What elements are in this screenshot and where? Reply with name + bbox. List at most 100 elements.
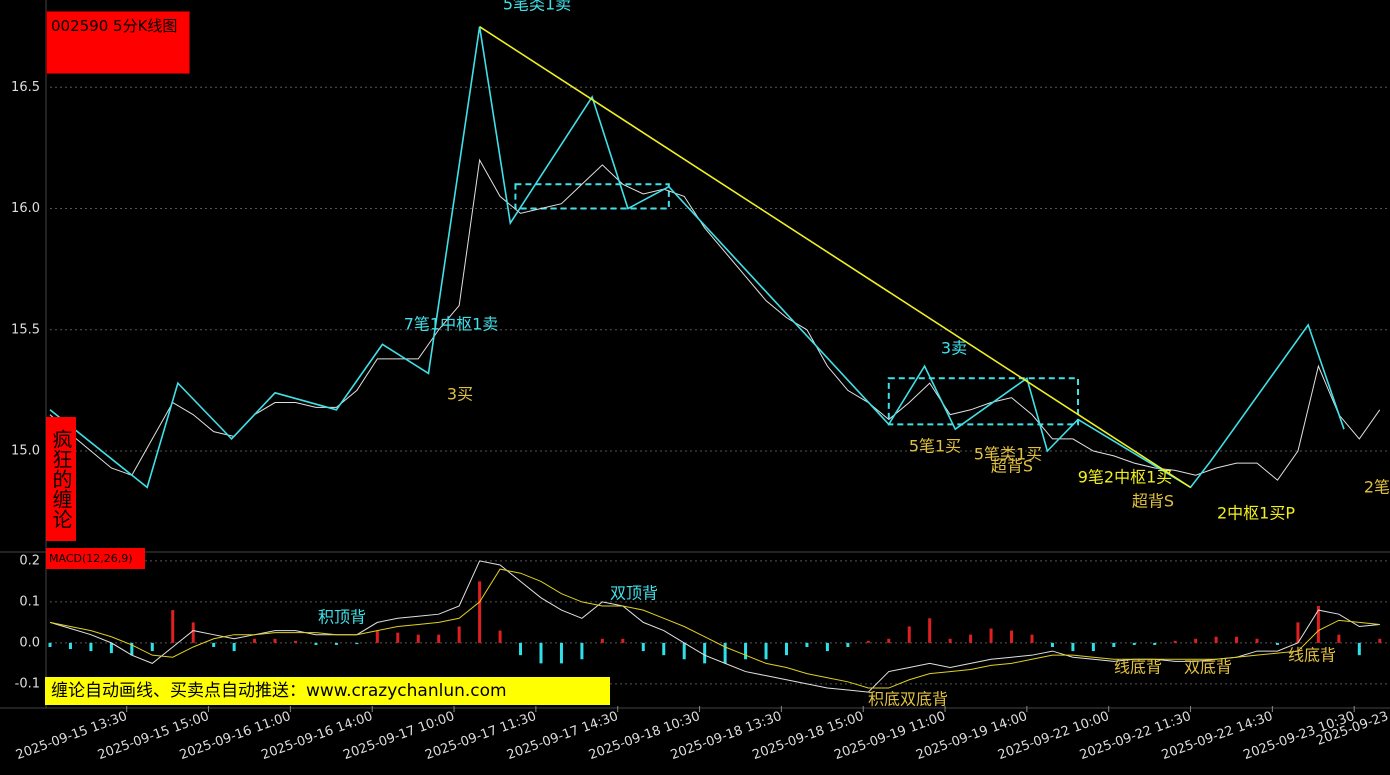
macd-bar [498, 630, 502, 643]
macd-bar [887, 638, 891, 643]
macd-bar [355, 642, 359, 645]
annotation: 5笔类1买 [974, 445, 1042, 464]
annotation: 7笔1中枢1卖 [404, 315, 499, 334]
macd-bar [744, 642, 748, 660]
macd-bar [1091, 642, 1095, 652]
macd-bar [764, 642, 768, 660]
macd-bar [682, 642, 686, 660]
annotation: 线底背 [1114, 658, 1162, 677]
macd-bar [866, 640, 870, 643]
annotation: 积顶背 [318, 608, 366, 627]
annotation: 2中枢1买P [1217, 504, 1295, 523]
annotation: 3卖 [941, 339, 967, 358]
macd-bar [1050, 642, 1054, 647]
macd-bar [314, 642, 318, 645]
annotation: 3买 [447, 385, 473, 404]
macd-bar [662, 642, 666, 656]
y-tick-label: 0.1 [19, 594, 40, 609]
macd-bar [969, 634, 973, 643]
macd-bar [396, 632, 400, 643]
annotation: 5笔类1卖 [503, 0, 571, 14]
macd-bar [539, 642, 543, 664]
macd-bar [580, 642, 584, 660]
side-label: 疯狂的缠论 [46, 417, 76, 541]
y-tick-label: 16.0 [11, 201, 40, 216]
macd-bar [293, 640, 297, 643]
annotation: 双底背 [1184, 658, 1232, 677]
macd-bar [1071, 642, 1075, 652]
macd-bar [1337, 634, 1341, 643]
macd-bar [375, 630, 379, 643]
macd-bar [1132, 642, 1136, 645]
macd-bar [89, 642, 93, 652]
macd-bar [150, 642, 154, 652]
macd-bar [600, 638, 604, 643]
y-tick-label: -0.1 [15, 676, 40, 691]
macd-bar [1173, 640, 1177, 643]
y-tick-label: 16.5 [11, 80, 40, 95]
banner: 缠论自动画线、买卖点自动推送：www.crazychanlun.com [45, 677, 610, 705]
macd-bar [928, 618, 932, 643]
macd-bar [846, 642, 850, 647]
macd-bar [273, 638, 277, 643]
macd-title: MACD(12,26,9) [46, 548, 145, 569]
macd-bar [416, 634, 420, 643]
annotation: 9笔2中枢1买 [1078, 468, 1173, 487]
macd-bar [1275, 642, 1279, 645]
macd-bar [641, 642, 645, 652]
macd-bar [1214, 636, 1218, 643]
y-tick-label: 0.0 [19, 635, 40, 650]
price-line [479, 26, 1191, 489]
macd-line [49, 560, 1380, 693]
pivot-zone [514, 183, 670, 210]
macd-bar [48, 642, 52, 647]
macd-bar [457, 626, 461, 643]
y-tick-label: 0.2 [19, 553, 40, 568]
y-tick-label: 15.5 [11, 322, 40, 337]
macd-bar [171, 610, 175, 643]
macd-bar [1235, 636, 1239, 643]
macd-bar [989, 628, 993, 643]
macd-bar [559, 642, 563, 664]
macd-bar [1030, 634, 1034, 643]
macd-bar [948, 638, 952, 643]
annotation: 5笔1买 [909, 437, 961, 456]
macd-bar [1010, 630, 1014, 643]
annotation: 线底背 [1288, 646, 1336, 665]
macd-bar [253, 638, 257, 643]
macd-bar [723, 642, 727, 664]
macd-bar [109, 642, 113, 654]
macd-bar [703, 642, 707, 664]
macd-bar [191, 622, 195, 643]
macd-bar [130, 642, 134, 656]
macd-bar [519, 642, 523, 656]
annotation: 2笔 [1364, 478, 1390, 497]
pivot-zone [887, 377, 1080, 426]
macd-bar [1255, 638, 1259, 643]
price-line [49, 26, 1345, 489]
macd-bar [1316, 606, 1320, 643]
chart-title: 002590 5分K线图 [46, 11, 190, 74]
macd-bar [784, 642, 788, 656]
y-tick-label: 15.0 [11, 444, 40, 459]
macd-bar [805, 642, 809, 647]
macd-bar [907, 626, 911, 643]
macd-bar [437, 634, 441, 643]
macd-bar [1296, 622, 1300, 643]
macd-bar [68, 642, 72, 650]
annotation: 积底双底背 [868, 690, 948, 709]
macd-bar [825, 642, 829, 652]
macd-bar [212, 642, 216, 647]
macd-line [49, 568, 1380, 689]
macd-bar [621, 638, 625, 643]
macd-bar [1112, 642, 1116, 647]
macd-bar [1357, 642, 1361, 656]
macd-bar [1153, 642, 1157, 645]
annotation: 超背S [991, 457, 1033, 476]
macd-bar [1194, 638, 1198, 643]
macd-bar [334, 642, 338, 645]
macd-bar [478, 581, 482, 643]
annotation: 超背S [1132, 492, 1174, 511]
